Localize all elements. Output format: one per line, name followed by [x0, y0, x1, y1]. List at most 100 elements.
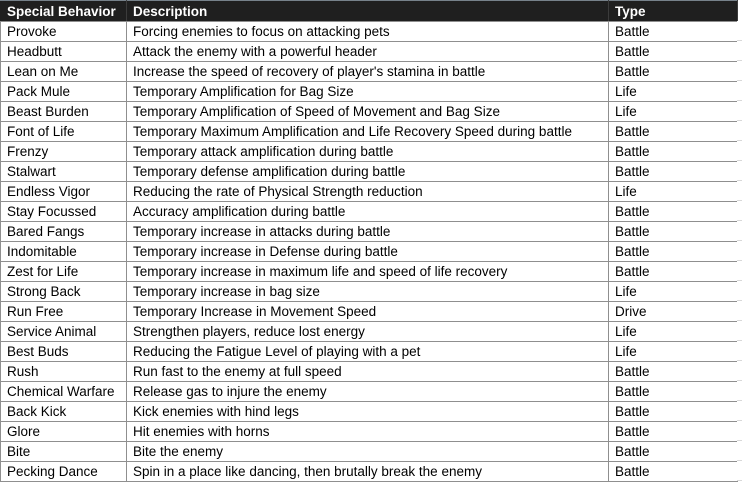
cell-special-behavior[interactable]: Stay Focussed	[0, 201, 127, 222]
cell-description[interactable]: Temporary increase in attacks during bat…	[126, 221, 609, 242]
cell-special-behavior[interactable]: Bared Fangs	[0, 221, 127, 242]
cell-special-behavior[interactable]: Service Animal	[0, 321, 127, 342]
cell-description[interactable]: Strengthen players, reduce lost energy	[126, 321, 609, 342]
cell-description[interactable]: Temporary increase in bag size	[126, 281, 609, 302]
cell-type[interactable]: Life	[608, 181, 738, 202]
cell-description[interactable]: Reducing the Fatigue Level of playing wi…	[126, 341, 609, 362]
header-special-behavior[interactable]: Special Behavior	[0, 0, 127, 22]
cell-description[interactable]: Temporary attack amplification during ba…	[126, 141, 609, 162]
cell-type[interactable]: Battle	[608, 461, 738, 482]
cell-description[interactable]: Spin in a place like dancing, then bruta…	[126, 461, 609, 482]
cell-type[interactable]: Battle	[608, 421, 738, 442]
cell-type[interactable]: Battle	[608, 261, 738, 282]
cell-description[interactable]: Hit enemies with horns	[126, 421, 609, 442]
empty-gridline-column	[737, 21, 742, 481]
cell-type[interactable]: Drive	[608, 301, 738, 322]
cell-type[interactable]: Battle	[608, 121, 738, 142]
cell-type[interactable]: Battle	[608, 141, 738, 162]
cell-description[interactable]: Forcing enemies to focus on attacking pe…	[126, 21, 609, 42]
table-row: Frenzy Temporary attack amplification dur…	[0, 141, 738, 162]
cell-type[interactable]: Battle	[608, 441, 738, 462]
cell-description[interactable]: Temporary Amplification of Speed of Move…	[126, 101, 609, 122]
cell-type[interactable]: Battle	[608, 41, 738, 62]
table-row: Chemical Warfare Release gas to injure th…	[0, 381, 738, 402]
table-row: Glore Hit enemies with horns Battle	[0, 421, 738, 442]
cell-special-behavior[interactable]: Provoke	[0, 21, 127, 42]
table-row: Provoke Forcing enemies to focus on attac…	[0, 21, 738, 42]
cell-type[interactable]: Battle	[608, 401, 738, 422]
table-row: Zest for Life Temporary increase in maxim…	[0, 261, 738, 282]
cell-description[interactable]: Kick enemies with hind legs	[126, 401, 609, 422]
cell-special-behavior[interactable]: Headbutt	[0, 41, 127, 62]
cell-type[interactable]: Battle	[608, 241, 738, 262]
table-row: Lean on Me Increase the speed of recovery…	[0, 61, 738, 82]
cell-type[interactable]: Life	[608, 81, 738, 102]
table-row: Rush Run fast to the enemy at full speed B…	[0, 361, 738, 382]
table-row: Bared Fangs Temporary increase in attacks…	[0, 221, 738, 242]
cell-special-behavior[interactable]: Run Free	[0, 301, 127, 322]
cell-description[interactable]: Attack the enemy with a powerful header	[126, 41, 609, 62]
table-row: Beast Burden Temporary Amplification of S…	[0, 101, 738, 122]
header-description[interactable]: Description	[126, 0, 609, 22]
cell-special-behavior[interactable]: Indomitable	[0, 241, 127, 262]
cell-description[interactable]: Increase the speed of recovery of player…	[126, 61, 609, 82]
table-row: Service Animal Strengthen players, reduce…	[0, 321, 738, 342]
cell-description[interactable]: Temporary Increase in Movement Speed	[126, 301, 609, 322]
cell-type[interactable]: Battle	[608, 161, 738, 182]
cell-special-behavior[interactable]: Back Kick	[0, 401, 127, 422]
cell-type[interactable]: Battle	[608, 21, 738, 42]
cell-special-behavior[interactable]: Strong Back	[0, 281, 127, 302]
cell-description[interactable]: Temporary Amplification for Bag Size	[126, 81, 609, 102]
cell-special-behavior[interactable]: Glore	[0, 421, 127, 442]
cell-description[interactable]: Temporary Maximum Amplification and Life…	[126, 121, 609, 142]
cell-special-behavior[interactable]: Pecking Dance	[0, 461, 127, 482]
cell-type[interactable]: Battle	[608, 61, 738, 82]
cell-special-behavior[interactable]: Beast Burden	[0, 101, 127, 122]
cell-description[interactable]: Release gas to injure the enemy	[126, 381, 609, 402]
table-row: Stalwart Temporary defense amplification …	[0, 161, 738, 182]
cell-description[interactable]: Reducing the rate of Physical Strength r…	[126, 181, 609, 202]
cell-type[interactable]: Battle	[608, 381, 738, 402]
table-header: Special Behavior Description Type	[0, 0, 738, 22]
cell-description[interactable]: Temporary increase in Defense during bat…	[126, 241, 609, 262]
cell-special-behavior[interactable]: Endless Vigor	[0, 181, 127, 202]
table-row: Headbutt Attack the enemy with a powerful…	[0, 41, 738, 62]
cell-description[interactable]: Temporary increase in maximum life and s…	[126, 261, 609, 282]
cell-description[interactable]: Bite the enemy	[126, 441, 609, 462]
table-row: Indomitable Temporary increase in Defense…	[0, 241, 738, 262]
header-type[interactable]: Type	[608, 0, 738, 22]
cell-special-behavior[interactable]: Rush	[0, 361, 127, 382]
cell-special-behavior[interactable]: Zest for Life	[0, 261, 127, 282]
table-row: Run Free Temporary Increase in Movement S…	[0, 301, 738, 322]
table-row: Pecking Dance Spin in a place like dancin…	[0, 461, 738, 482]
cell-type[interactable]: Battle	[608, 361, 738, 382]
cell-type[interactable]: Life	[608, 281, 738, 302]
table-row: Font of Life Temporary Maximum Amplificat…	[0, 121, 738, 142]
cell-special-behavior[interactable]: Chemical Warfare	[0, 381, 127, 402]
cell-description[interactable]: Accuracy amplification during battle	[126, 201, 609, 222]
cell-special-behavior[interactable]: Best Buds	[0, 341, 127, 362]
cell-type[interactable]: Life	[608, 101, 738, 122]
cell-type[interactable]: Battle	[608, 201, 738, 222]
table-body: Provoke Forcing enemies to focus on attac…	[0, 21, 738, 482]
table-row: Strong Back Temporary increase in bag siz…	[0, 281, 738, 302]
cell-description[interactable]: Run fast to the enemy at full speed	[126, 361, 609, 382]
table-row: Endless Vigor Reducing the rate of Physic…	[0, 181, 738, 202]
cell-description[interactable]: Temporary defense amplification during b…	[126, 161, 609, 182]
cell-type[interactable]: Life	[608, 341, 738, 362]
cell-special-behavior[interactable]: Frenzy	[0, 141, 127, 162]
table-row: Best Buds Reducing the Fatigue Level of p…	[0, 341, 738, 362]
cell-special-behavior[interactable]: Font of Life	[0, 121, 127, 142]
table-row: Back Kick Kick enemies with hind legs Batt…	[0, 401, 738, 422]
cell-type[interactable]: Life	[608, 321, 738, 342]
table-row: Pack Mule Temporary Amplification for Bag…	[0, 81, 738, 102]
cell-special-behavior[interactable]: Stalwart	[0, 161, 127, 182]
header-row: Special Behavior Description Type	[0, 0, 738, 22]
cell-special-behavior[interactable]: Bite	[0, 441, 127, 462]
cell-type[interactable]: Battle	[608, 221, 738, 242]
cell-special-behavior[interactable]: Pack Mule	[0, 81, 127, 102]
table-row: Bite Bite the enemy Battle	[0, 441, 738, 462]
table-row: Stay Focussed Accuracy amplification duri…	[0, 201, 738, 222]
cell-special-behavior[interactable]: Lean on Me	[0, 61, 127, 82]
